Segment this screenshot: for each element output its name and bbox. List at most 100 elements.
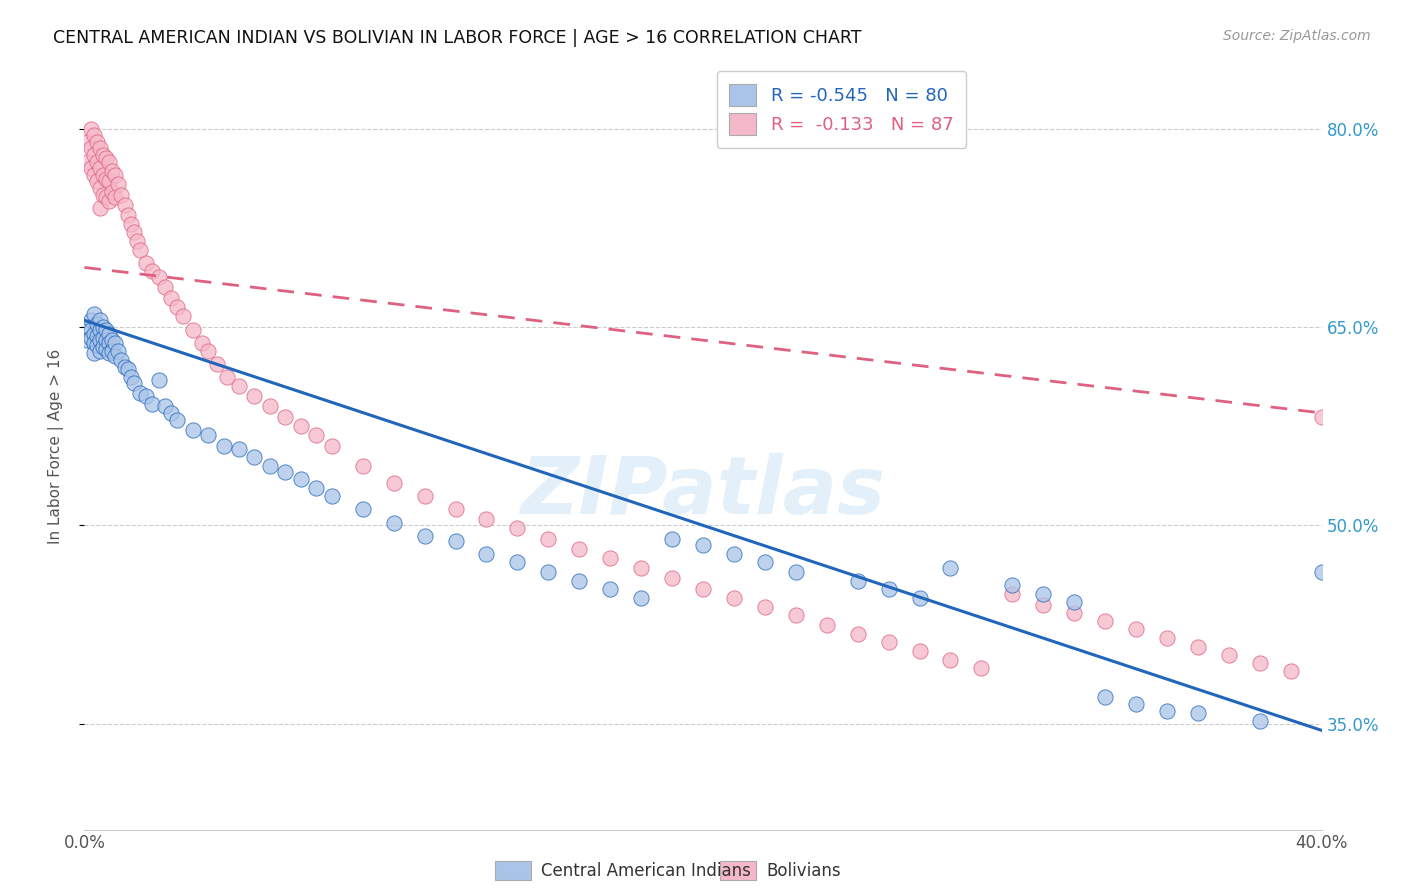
- Point: [86, 154, 108, 169]
- Point: [661, 532, 683, 546]
- Point: [212, 439, 235, 453]
- Point: [98, 154, 121, 169]
- Point: [939, 560, 962, 574]
- Point: [160, 291, 183, 305]
- Point: [122, 225, 145, 239]
- Point: [599, 582, 621, 596]
- Text: ZIPatlas: ZIPatlas: [520, 453, 886, 531]
- Point: [86, 338, 108, 352]
- Point: [877, 634, 900, 648]
- Point: [228, 442, 250, 456]
- Point: [91, 330, 114, 344]
- Point: [89, 181, 111, 195]
- Point: [1249, 656, 1271, 670]
- Point: [877, 582, 900, 596]
- Point: [1094, 614, 1116, 628]
- Text: CENTRAL AMERICAN INDIAN VS BOLIVIAN IN LABOR FORCE | AGE > 16 CORRELATION CHART: CENTRAL AMERICAN INDIAN VS BOLIVIAN IN L…: [53, 29, 862, 46]
- Point: [290, 419, 312, 434]
- Point: [1218, 648, 1240, 662]
- Point: [475, 548, 498, 562]
- Point: [104, 168, 127, 182]
- Point: [91, 187, 114, 202]
- Point: [129, 244, 152, 258]
- Point: [181, 423, 204, 437]
- Point: [207, 357, 229, 371]
- Point: [1032, 587, 1054, 601]
- Point: [537, 532, 560, 546]
- Point: [110, 187, 132, 202]
- Point: [89, 343, 111, 358]
- Point: [197, 428, 219, 442]
- Point: [83, 346, 105, 360]
- Point: [117, 362, 139, 376]
- Point: [98, 326, 121, 341]
- Point: [290, 472, 312, 486]
- Point: [86, 135, 108, 149]
- Point: [215, 370, 238, 384]
- Point: [79, 330, 101, 344]
- Point: [114, 359, 136, 374]
- Point: [79, 313, 101, 327]
- Point: [86, 318, 108, 332]
- Text: Central American Indians: Central American Indians: [541, 862, 751, 880]
- Point: [135, 389, 157, 403]
- Point: [98, 346, 121, 360]
- Point: [89, 313, 111, 327]
- Point: [89, 323, 111, 337]
- Point: [1187, 640, 1209, 654]
- Point: [91, 320, 114, 334]
- Point: [76, 333, 98, 347]
- Point: [94, 323, 117, 337]
- Point: [630, 591, 652, 606]
- Point: [153, 280, 176, 294]
- Point: [89, 161, 111, 176]
- Point: [723, 548, 745, 562]
- Point: [148, 269, 170, 284]
- Point: [135, 256, 157, 270]
- Point: [274, 466, 297, 480]
- Point: [89, 141, 111, 155]
- Point: [89, 201, 111, 215]
- Point: [197, 343, 219, 358]
- Point: [692, 582, 714, 596]
- Text: Source: ZipAtlas.com: Source: ZipAtlas.com: [1223, 29, 1371, 43]
- Point: [104, 190, 127, 204]
- Point: [228, 379, 250, 393]
- Point: [846, 627, 869, 641]
- Point: [970, 661, 993, 675]
- Point: [352, 458, 374, 473]
- Point: [79, 141, 101, 155]
- Point: [83, 326, 105, 341]
- Point: [1063, 595, 1085, 609]
- Point: [815, 617, 838, 632]
- Point: [305, 481, 328, 495]
- Point: [129, 386, 152, 401]
- Point: [91, 340, 114, 354]
- Point: [153, 400, 176, 414]
- Point: [114, 198, 136, 212]
- Point: [243, 389, 266, 403]
- Point: [321, 489, 343, 503]
- Point: [1156, 704, 1178, 718]
- Legend: R = -0.545   N = 80, R =  -0.133   N = 87: R = -0.545 N = 80, R = -0.133 N = 87: [717, 71, 966, 148]
- Point: [243, 450, 266, 464]
- Point: [83, 307, 105, 321]
- Point: [908, 644, 931, 658]
- Point: [98, 335, 121, 350]
- Point: [1187, 706, 1209, 721]
- Point: [444, 502, 467, 516]
- Point: [160, 406, 183, 420]
- Point: [352, 502, 374, 516]
- Point: [91, 168, 114, 182]
- Point: [1001, 578, 1024, 592]
- Point: [125, 234, 148, 248]
- Point: [120, 370, 142, 384]
- Point: [86, 174, 108, 188]
- Point: [104, 349, 127, 363]
- Point: [846, 574, 869, 588]
- Point: [785, 608, 807, 623]
- Y-axis label: In Labor Force | Age > 16: In Labor Force | Age > 16: [48, 349, 63, 543]
- Point: [94, 171, 117, 186]
- Point: [475, 512, 498, 526]
- Point: [1032, 598, 1054, 612]
